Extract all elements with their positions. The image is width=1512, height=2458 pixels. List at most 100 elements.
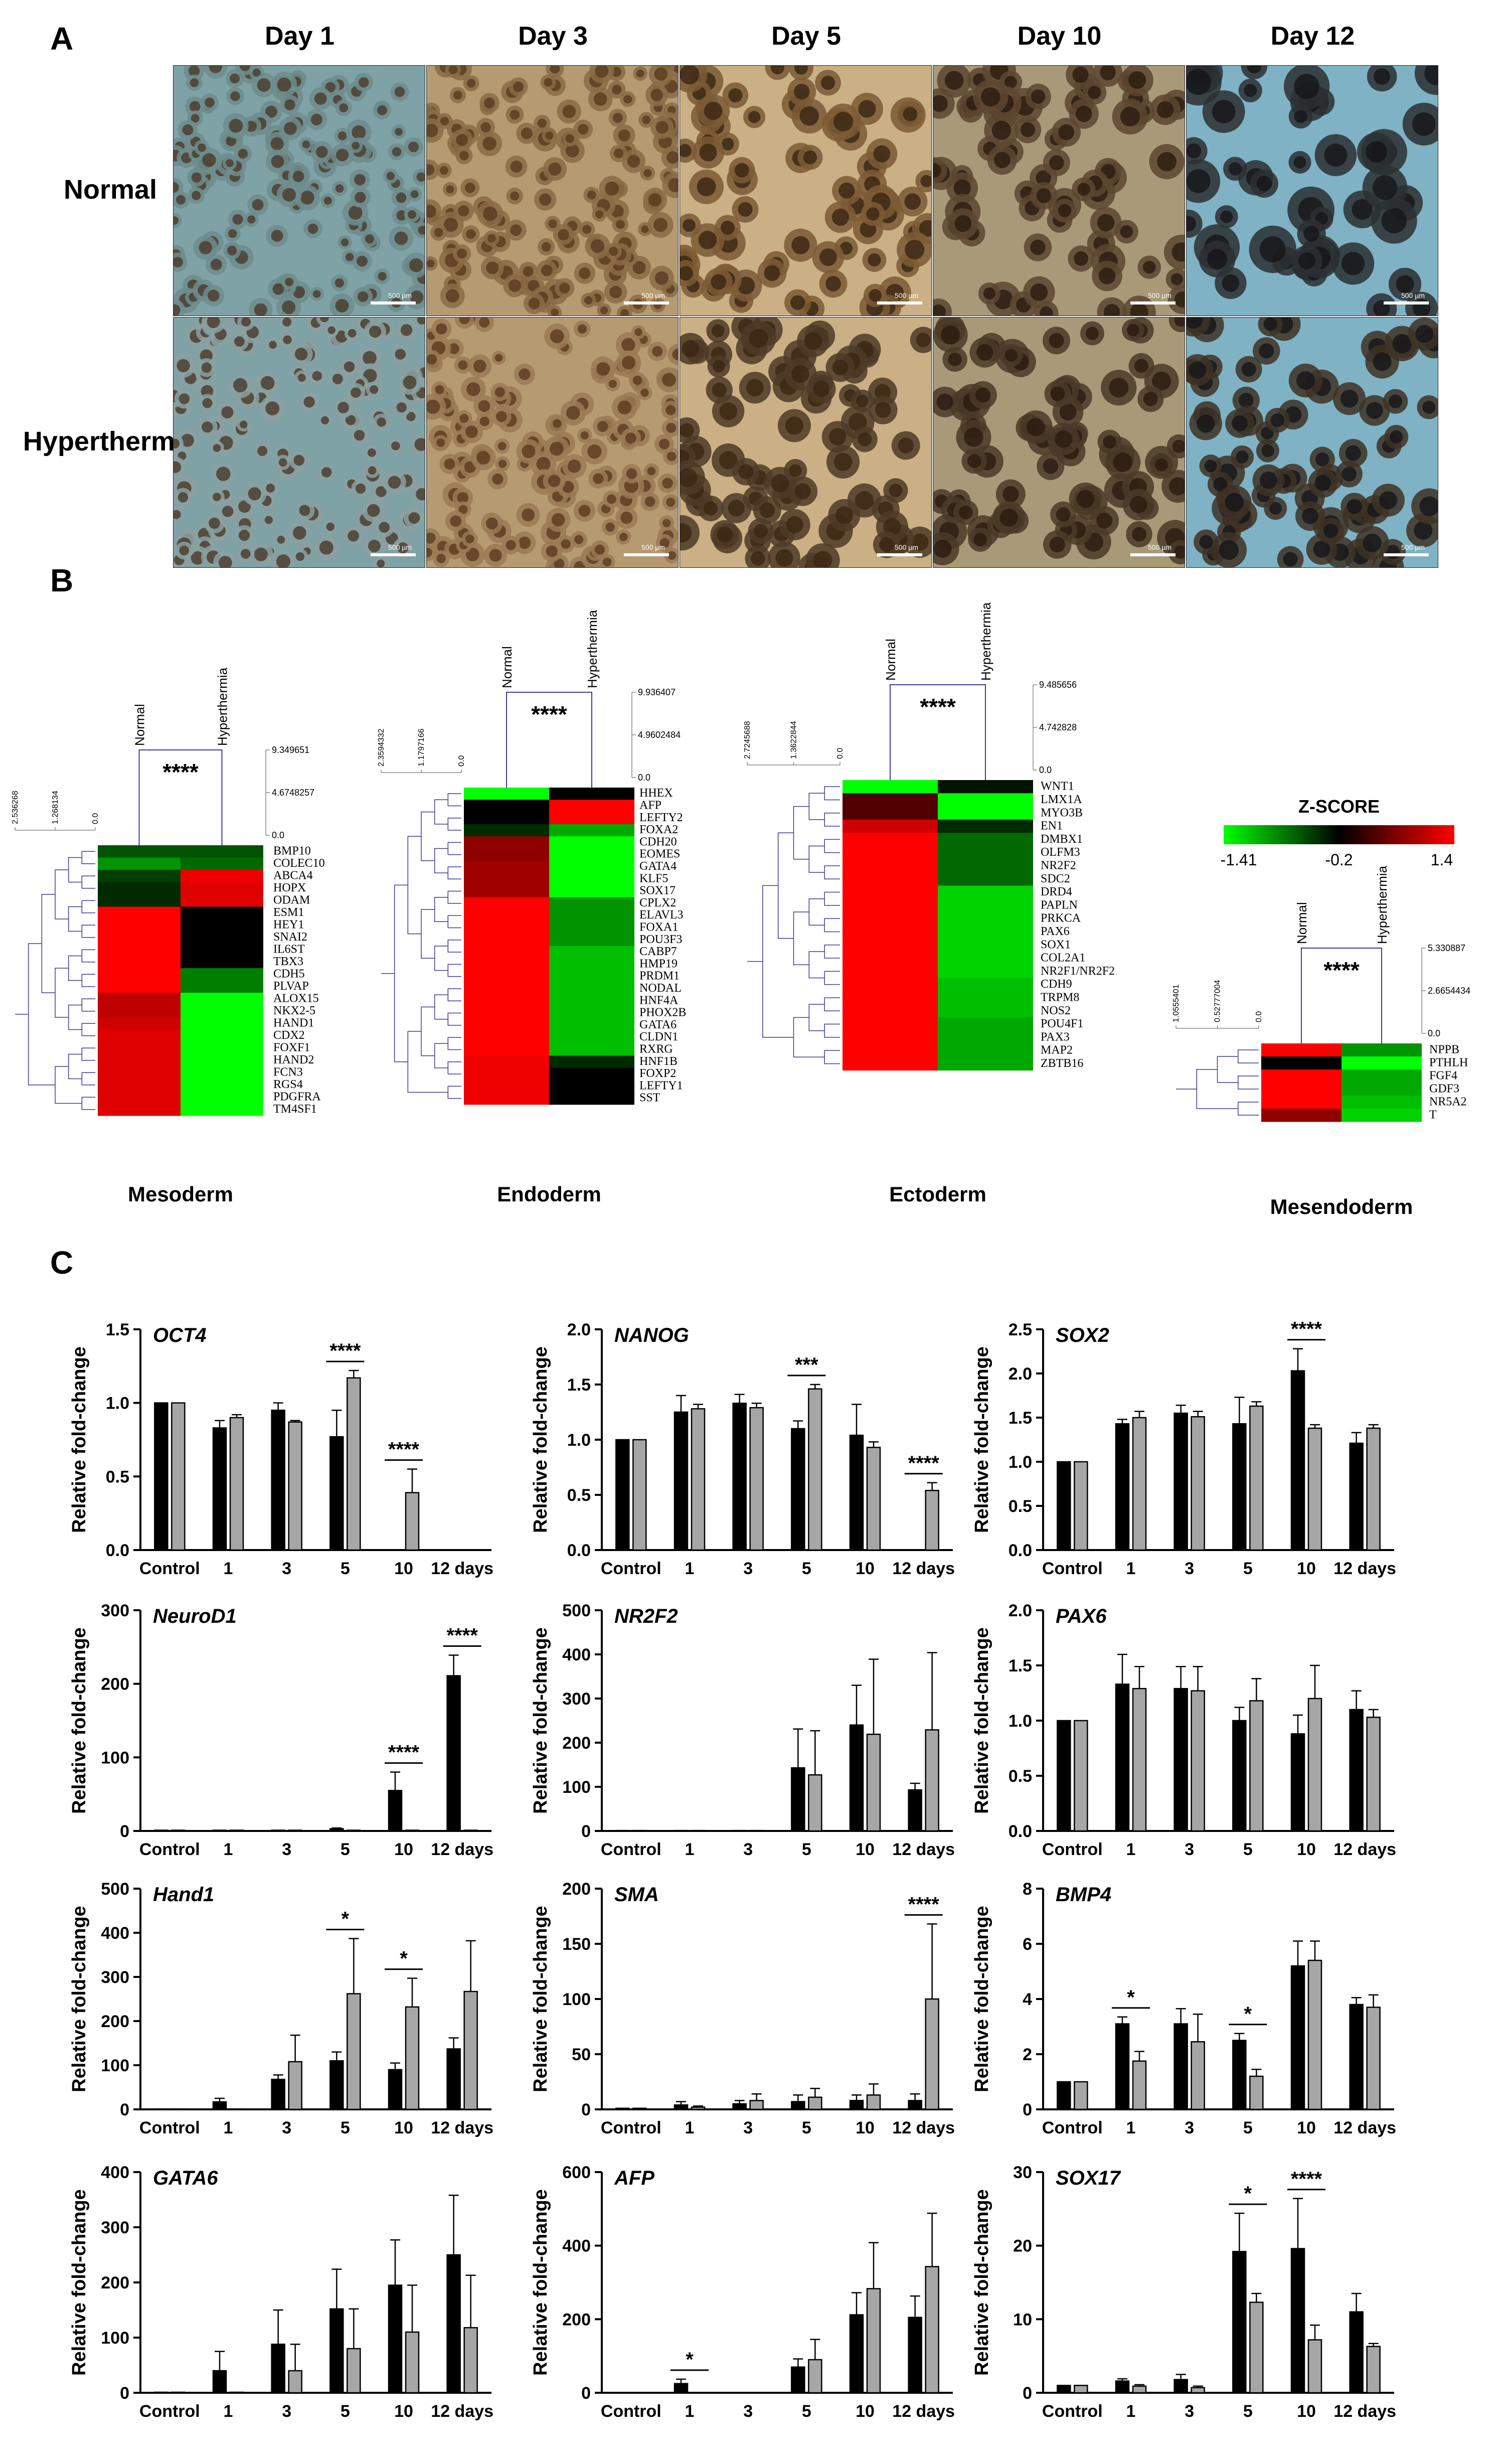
heatmap-cell xyxy=(1261,1056,1341,1070)
colony-core xyxy=(883,518,901,536)
row-dendrogram-branch xyxy=(447,1012,461,1026)
x-tick-label: 1 xyxy=(224,2118,233,2137)
colony-core xyxy=(680,423,694,438)
colony-core xyxy=(549,441,564,456)
colony-core xyxy=(868,253,881,267)
bar-hyperthermia xyxy=(229,1417,244,1551)
bar-chart-oct4: 0.0 0.5 1.0 1.5 Relative fold-change OCT4 Cont… xyxy=(69,1320,493,1578)
x-tick-label: 10 xyxy=(1297,1559,1316,1578)
colony-core xyxy=(352,125,366,139)
gene-label: ABCA4 xyxy=(273,869,313,882)
y-tick-label: 0 xyxy=(581,1822,591,1841)
heatmap-cell xyxy=(843,819,938,833)
row-dendrogram-branch xyxy=(793,806,809,860)
colony-core xyxy=(1096,512,1113,529)
colony-core xyxy=(539,193,552,206)
bar-normal xyxy=(849,1434,864,1551)
colony-core xyxy=(1043,458,1059,474)
row-dendrogram-branch xyxy=(68,906,82,932)
colony-core xyxy=(654,271,669,285)
gene-label: FOXF1 xyxy=(273,1041,310,1054)
colony-core xyxy=(510,109,520,120)
colony-core xyxy=(1074,251,1089,266)
y-tick-label: 0 xyxy=(581,2100,591,2119)
colony-core xyxy=(358,291,369,302)
gene-label: NODAL xyxy=(639,982,682,995)
colony-core xyxy=(832,359,849,376)
heatmap-cell xyxy=(938,1030,1033,1044)
colony-core xyxy=(434,228,443,237)
scale-bar xyxy=(877,553,922,556)
heatmap-cell xyxy=(843,872,938,886)
colony-core xyxy=(662,373,676,387)
colony-core xyxy=(466,79,476,88)
top-scale-tick-label: 5.330887 xyxy=(1428,943,1465,953)
heatmap-cell xyxy=(464,860,549,873)
column-label: Normal xyxy=(1294,902,1309,944)
gene-label: CDH9 xyxy=(1041,978,1072,991)
scale-bar xyxy=(371,553,416,556)
colony-core xyxy=(174,510,181,519)
heatmap-cell xyxy=(464,958,549,971)
heatmap-cell xyxy=(549,1043,634,1056)
heatmap-cell xyxy=(181,845,263,858)
colony-core xyxy=(408,141,419,152)
colony-core xyxy=(1189,361,1207,379)
column-dendrogram xyxy=(506,692,592,788)
colony-core xyxy=(439,166,448,175)
heatmap-cell xyxy=(938,965,1033,978)
heatmap-cell xyxy=(1261,1069,1341,1083)
colony-core xyxy=(711,274,727,290)
row-dendrogram-branch xyxy=(434,994,448,1020)
colony-core xyxy=(522,508,535,522)
colony-core xyxy=(819,248,837,266)
heatmap-cell xyxy=(1341,1096,1422,1109)
colony-core xyxy=(228,229,237,238)
y-axis-label: Relative fold-change xyxy=(69,2189,90,2376)
x-tick-label: 3 xyxy=(282,2118,291,2137)
colony-core xyxy=(292,171,304,182)
colony-core xyxy=(226,135,236,146)
colony-core xyxy=(738,464,754,480)
colony-core xyxy=(590,239,605,253)
colony-core xyxy=(699,143,717,162)
side-scale-tick-label: 2.3594332 xyxy=(377,728,386,766)
x-tick-label: Control xyxy=(1042,1559,1103,1578)
heatmap-cell xyxy=(181,870,263,882)
row-dendrogram-branch xyxy=(447,866,461,879)
colony-core xyxy=(680,523,692,543)
y-axis-label: Relative fold-change xyxy=(530,1906,551,2092)
bar-normal xyxy=(1349,1442,1364,1551)
row-dendrogram-branch xyxy=(447,964,461,977)
heatmap-cell xyxy=(843,1057,938,1071)
colony-core xyxy=(911,533,929,551)
colony-core xyxy=(284,99,295,110)
heatmap-cell xyxy=(1261,1096,1341,1109)
colony-core xyxy=(276,554,290,567)
row-dendrogram-branch xyxy=(421,811,435,861)
row-dendrogram-branch xyxy=(434,896,448,923)
colony-core xyxy=(1031,89,1046,104)
y-tick-label: 0 xyxy=(120,1822,129,1841)
colony-core xyxy=(225,159,234,168)
colony-core xyxy=(548,162,562,176)
heatmap-cell xyxy=(549,1092,634,1105)
colony-core xyxy=(459,413,469,423)
y-tick-label: 150 xyxy=(562,1935,591,1954)
gene-label: EOMES xyxy=(639,848,680,861)
x-tick-label: 3 xyxy=(743,1840,753,1859)
heatmap-cell xyxy=(181,956,263,969)
heatmap-cell xyxy=(938,898,1033,912)
heatmap-cell xyxy=(938,925,1033,939)
colony-core xyxy=(1259,343,1274,359)
gene-label: PRDM1 xyxy=(639,970,680,983)
colony-core xyxy=(595,210,603,219)
heatmap-cell xyxy=(938,846,1033,860)
y-tick-label: 2.0 xyxy=(567,1320,591,1339)
colony-core xyxy=(1056,507,1071,522)
colony-core xyxy=(386,172,395,181)
colorbar-title: Z-SCORE xyxy=(1298,796,1380,817)
colony-core xyxy=(721,137,734,150)
heatmap-cell xyxy=(1341,1109,1422,1122)
colony-core xyxy=(754,524,768,538)
